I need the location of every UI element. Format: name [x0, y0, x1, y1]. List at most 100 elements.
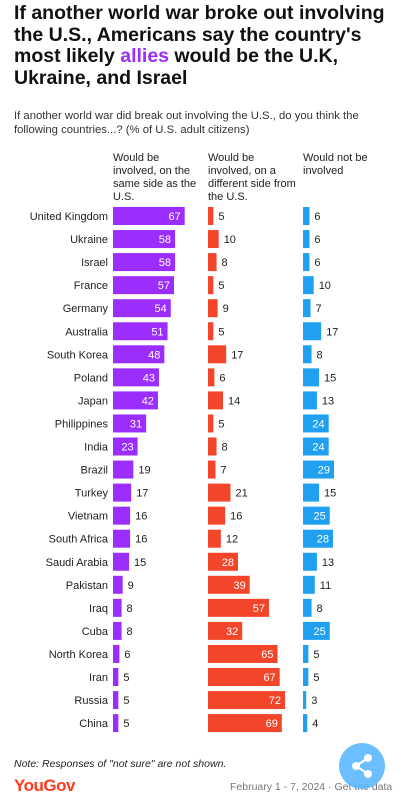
value-label-not-involved: 13: [322, 395, 334, 407]
value-label-same-side: 5: [123, 672, 129, 684]
share-icon: [352, 754, 372, 778]
bar-not-involved: [303, 575, 315, 594]
value-label-same-side: 16: [135, 511, 147, 523]
category-label: Saudi Arabia: [46, 557, 109, 569]
bar-same-side: [113, 598, 122, 617]
category-label: Russia: [74, 695, 109, 707]
value-label-different-side: 5: [218, 326, 224, 338]
bar-same-side: [113, 644, 120, 663]
bar-different-side: [208, 391, 223, 410]
bar-different-side: [208, 644, 278, 663]
bar-same-side: [113, 437, 138, 456]
value-label-same-side: 6: [124, 649, 130, 661]
value-label-different-side: 6: [219, 372, 225, 384]
value-label-different-side: 8: [222, 257, 228, 269]
category-label: Vietnam: [68, 511, 108, 523]
bar-different-side: [208, 276, 214, 295]
bar-same-side: [113, 276, 174, 295]
bar-not-involved: [303, 621, 330, 640]
bar-same-side: [113, 207, 185, 225]
bar-not-involved: [303, 668, 309, 686]
bar-same-side: [113, 691, 119, 710]
bar-same-side: [113, 552, 130, 571]
value-label-different-side: 7: [220, 465, 226, 477]
value-label-not-involved: 8: [317, 603, 323, 615]
bar-not-involved: [303, 644, 309, 663]
bar-different-side: [208, 322, 214, 341]
category-label: Japan: [78, 395, 108, 407]
bar-same-side: [113, 506, 131, 525]
value-label-not-involved: 4: [312, 718, 318, 730]
bar-not-involved: [303, 691, 307, 710]
bar-different-side: [208, 575, 250, 594]
value-label-not-involved: 6: [314, 234, 320, 246]
value-label-not-involved: 24: [312, 442, 324, 454]
bar-not-involved: [303, 598, 312, 617]
value-label-same-side: 15: [134, 557, 146, 569]
bar-same-side: [113, 621, 122, 640]
category-label: Israel: [81, 257, 108, 269]
title-highlight: allies: [120, 45, 170, 67]
bar-different-side: [208, 345, 227, 364]
category-label: Germany: [63, 303, 109, 315]
value-label-same-side: 67: [168, 211, 180, 223]
bar-not-involved: [303, 529, 333, 548]
bar-not-involved: [303, 276, 314, 295]
value-label-different-side: 14: [228, 395, 240, 407]
value-label-different-side: 65: [261, 649, 273, 661]
bar-different-side: [208, 598, 269, 617]
bar-same-side: [113, 575, 123, 594]
bar-same-side: [113, 345, 165, 364]
value-label-same-side: 9: [128, 580, 134, 592]
bar-same-side: [113, 253, 176, 272]
value-label-different-side: 67: [263, 672, 275, 684]
footnote: Note: Responses of "not sure" are not sh…: [14, 758, 227, 770]
category-label: Iran: [89, 672, 108, 684]
value-label-same-side: 16: [135, 534, 147, 546]
value-label-same-side: 42: [142, 395, 154, 407]
bar-different-side: [208, 299, 218, 318]
category-label: North Korea: [49, 649, 109, 661]
bar-same-side: [113, 414, 147, 433]
value-label-same-side: 31: [130, 418, 142, 430]
bar-different-side: [208, 460, 216, 479]
value-label-different-side: 39: [233, 580, 245, 592]
bar-different-side: [208, 714, 282, 733]
value-label-different-side: 16: [230, 511, 242, 523]
category-label: Turkey: [75, 488, 109, 500]
category-label: South Africa: [49, 534, 109, 546]
value-label-same-side: 23: [121, 442, 133, 454]
value-label-not-involved: 5: [313, 672, 319, 684]
chart-title: If another world war broke out involving…: [14, 2, 385, 89]
bar-not-involved: [303, 299, 311, 318]
value-label-not-involved: 10: [319, 280, 331, 292]
value-label-not-involved: 7: [315, 303, 321, 315]
value-label-different-side: 72: [269, 695, 281, 707]
value-label-not-involved: 11: [320, 580, 331, 592]
category-label: United Kingdom: [30, 211, 108, 223]
category-label: China: [79, 718, 109, 730]
bar-not-involved: [303, 506, 330, 525]
value-label-same-side: 17: [136, 488, 148, 500]
value-label-not-involved: 8: [317, 349, 323, 361]
category-label: Cuba: [82, 626, 109, 638]
bar-different-side: [208, 414, 214, 433]
value-label-different-side: 69: [266, 718, 278, 730]
category-label: South Korea: [47, 349, 109, 361]
bar-same-side: [113, 368, 160, 387]
value-label-not-involved: 5: [313, 649, 319, 661]
value-label-same-side: 48: [148, 349, 160, 361]
value-label-not-involved: 28: [317, 534, 329, 546]
bar-not-involved: [303, 207, 310, 225]
value-label-different-side: 5: [218, 418, 224, 430]
value-label-different-side: 28: [222, 557, 234, 569]
bar-not-involved: [303, 253, 310, 272]
bar-different-side: [208, 691, 286, 710]
bar-not-involved: [303, 552, 317, 571]
value-label-different-side: 10: [224, 234, 236, 246]
bar-not-involved: [303, 322, 322, 341]
share-button[interactable]: [339, 743, 385, 789]
value-label-different-side: 57: [253, 603, 265, 615]
bar-different-side: [208, 552, 238, 571]
value-label-different-side: 17: [231, 349, 243, 361]
